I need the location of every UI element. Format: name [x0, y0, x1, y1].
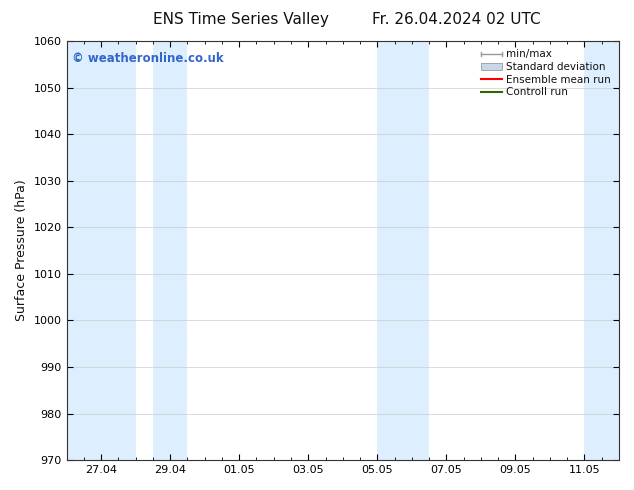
Legend: min/max, Standard deviation, Ensemble mean run, Controll run: min/max, Standard deviation, Ensemble me… [478, 46, 614, 100]
Text: ENS Time Series Valley: ENS Time Series Valley [153, 12, 329, 27]
Text: Fr. 26.04.2024 02 UTC: Fr. 26.04.2024 02 UTC [372, 12, 541, 27]
Y-axis label: Surface Pressure (hPa): Surface Pressure (hPa) [15, 180, 28, 321]
Bar [153, 41, 188, 460]
Bar [67, 41, 136, 460]
Bar [377, 41, 429, 460]
Bar [585, 41, 619, 460]
Text: © weatheronline.co.uk: © weatheronline.co.uk [72, 51, 224, 65]
